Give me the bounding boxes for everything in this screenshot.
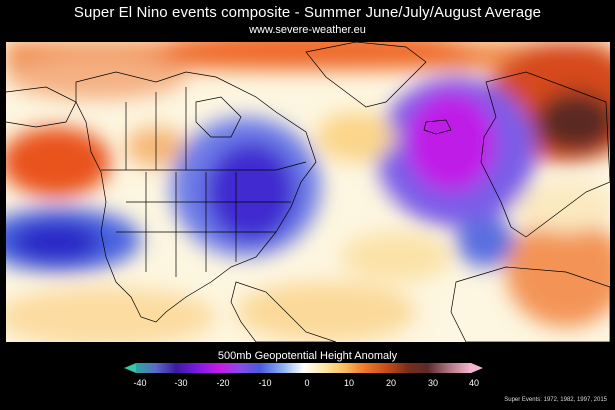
footnote: Super Events: 1972, 1982, 1997, 2015 <box>504 397 607 403</box>
source-url: www.severe-weather.eu <box>249 24 366 36</box>
anomaly-map <box>6 42 610 342</box>
tick-label: -10 <box>258 378 272 388</box>
anomaly-field <box>6 42 610 342</box>
tick-label: 0 <box>304 378 310 388</box>
tick-label: -40 <box>133 378 147 388</box>
tick-label: -30 <box>174 378 188 388</box>
coastlines-outline <box>6 42 610 342</box>
tick-label: 20 <box>385 378 397 388</box>
colorbar-ticks: -40 -30 -20 -10 0 10 20 30 40 <box>0 378 615 392</box>
tick-label: -20 <box>216 378 230 388</box>
colorbar-max-arrow <box>471 363 483 373</box>
colorbar-min-arrow <box>124 363 136 373</box>
map-title: Super El Nino events composite - Summer … <box>73 4 542 21</box>
legend-title: 500mb Geopotential Height Anomaly <box>217 350 398 362</box>
tick-label: 30 <box>427 378 439 388</box>
tick-label: 10 <box>343 378 355 388</box>
anomaly-map-canvas <box>6 42 610 342</box>
colorbar <box>136 363 471 373</box>
tick-label: 40 <box>468 378 480 388</box>
